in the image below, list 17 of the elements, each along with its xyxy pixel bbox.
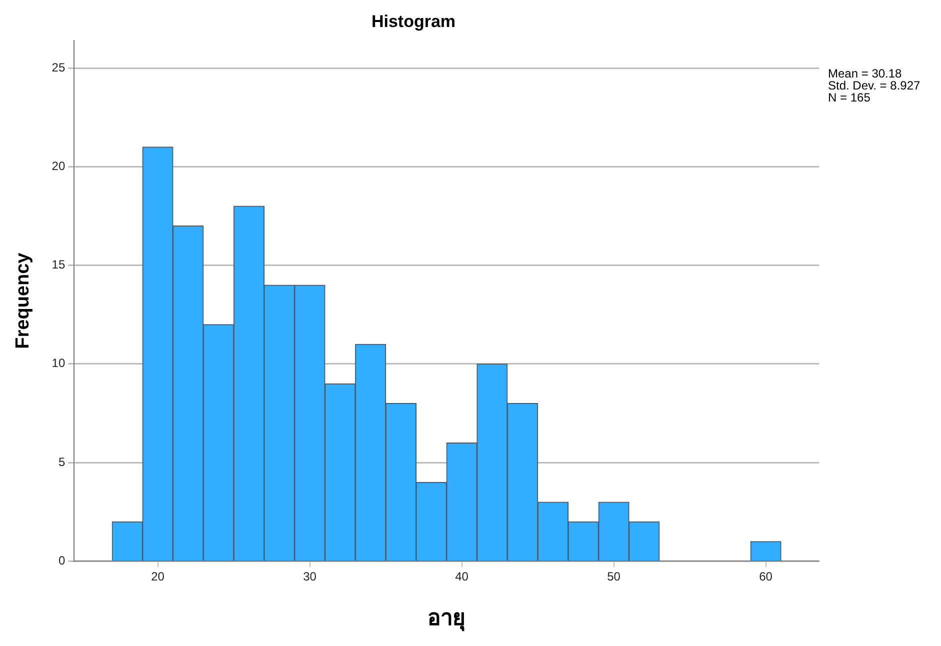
text: N = 165: [828, 90, 871, 105]
x-tick-label: 40: [455, 570, 469, 584]
x-axis-title: อายุ: [428, 604, 466, 632]
chart-title: Histogram: [371, 12, 456, 31]
y-tick-label: 10: [52, 356, 66, 370]
text: Mean = 30.18: [828, 66, 902, 81]
y-axis-title: Frequency: [12, 252, 34, 349]
text: Std. Dev. = 8.927: [828, 78, 920, 93]
x-tick-label: 20: [151, 570, 165, 584]
y-tick-label: 20: [52, 158, 66, 173]
x-tick-label: 50: [607, 570, 621, 584]
y-tick-label: 15: [52, 258, 66, 272]
x-tick-label: 30: [303, 570, 317, 584]
x-tick-label: 60: [759, 570, 773, 584]
y-tick-label: 5: [58, 454, 66, 469]
y-tick-label: 25: [52, 60, 66, 74]
y-tick-label: 0: [58, 554, 66, 568]
